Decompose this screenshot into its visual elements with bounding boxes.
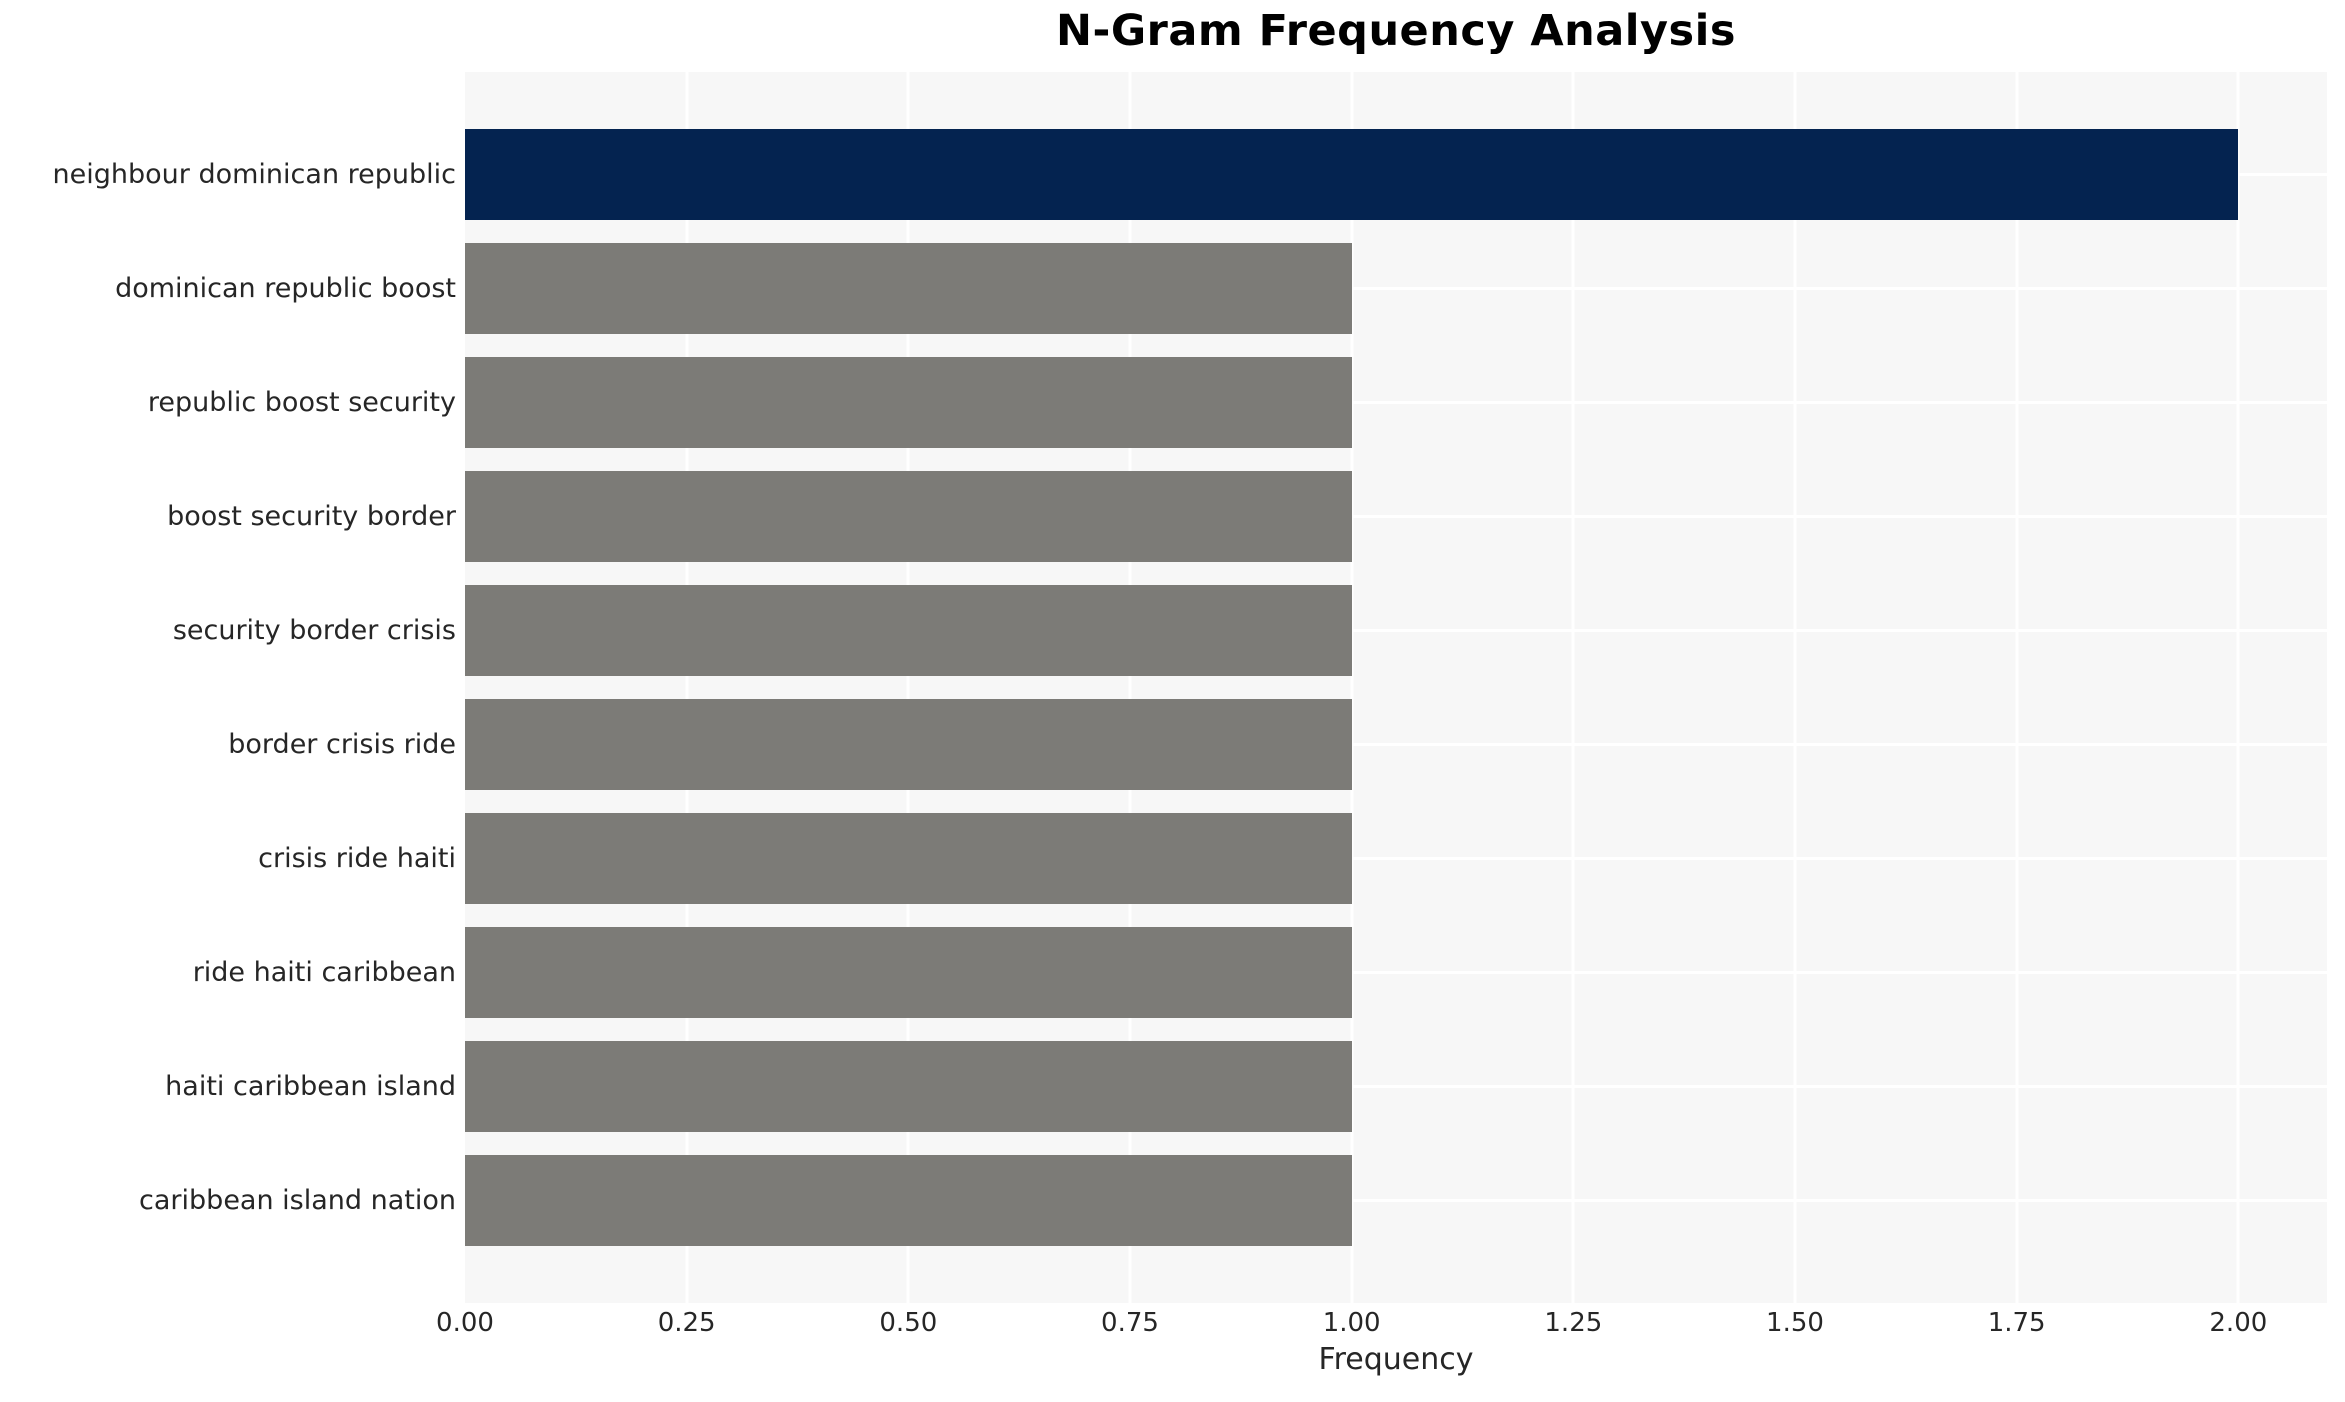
bar-boost-security-border xyxy=(465,471,1352,562)
bar-ride-haiti-caribbean xyxy=(465,927,1352,1018)
x-axis-tick-label: 1.00 xyxy=(1322,1308,1381,1338)
x-axis-tick-label: 0.25 xyxy=(657,1308,716,1338)
bar-haiti-caribbean-island xyxy=(465,1041,1352,1132)
horizontal-gridline xyxy=(465,1085,2327,1088)
x-axis-title: Frequency xyxy=(1318,1342,1474,1377)
horizontal-gridline xyxy=(465,515,2327,518)
y-axis-label: ride haiti caribbean xyxy=(192,957,456,988)
y-axis-label: republic boost security xyxy=(147,387,456,418)
horizontal-gridline xyxy=(465,1199,2327,1202)
bar-crisis-ride-haiti xyxy=(465,813,1352,904)
x-axis-tick-label: 0.50 xyxy=(879,1308,938,1338)
plot-area xyxy=(465,72,2327,1303)
y-axis-label: crisis ride haiti xyxy=(258,843,456,874)
bar-republic-boost-security xyxy=(465,357,1352,448)
y-axis-label: haiti caribbean island xyxy=(165,1071,456,1102)
y-axis-label: neighbour dominican republic xyxy=(52,159,456,190)
bar-security-border-crisis xyxy=(465,585,1352,676)
horizontal-gridline xyxy=(465,401,2327,404)
x-axis-tick-label: 1.25 xyxy=(1544,1308,1603,1338)
y-axis-label: security border crisis xyxy=(172,615,456,646)
x-axis-tick-label: 2.00 xyxy=(2209,1308,2268,1338)
horizontal-gridline xyxy=(465,857,2327,860)
bar-caribbean-island-nation xyxy=(465,1155,1352,1246)
y-axis-label: caribbean island nation xyxy=(139,1185,456,1216)
y-axis-label: boost security border xyxy=(167,501,456,532)
chart-title: N-Gram Frequency Analysis xyxy=(1056,6,1736,56)
vertical-gridline xyxy=(2236,72,2240,1303)
x-axis-tick-label: 0.75 xyxy=(1101,1308,1159,1338)
x-axis-tick-label: 1.50 xyxy=(1766,1308,1824,1338)
horizontal-gridline xyxy=(465,971,2327,974)
horizontal-gridline xyxy=(465,743,2327,746)
y-axis-label: dominican republic boost xyxy=(115,273,456,304)
vertical-gridline xyxy=(1350,72,1354,1303)
y-axis-label: border crisis ride xyxy=(228,729,456,760)
horizontal-gridline xyxy=(465,287,2327,290)
vertical-gridline xyxy=(906,72,910,1303)
bar-dominican-republic-boost xyxy=(465,243,1352,334)
bar-neighbour-dominican-republic xyxy=(465,129,2239,220)
vertical-gridline xyxy=(1571,72,1575,1303)
bar-border-crisis-ride xyxy=(465,699,1352,790)
x-axis-tick-label: 0.00 xyxy=(436,1308,494,1338)
vertical-gridline xyxy=(685,72,689,1303)
vertical-gridline xyxy=(1793,72,1797,1303)
vertical-gridline xyxy=(1128,72,1132,1303)
vertical-gridline xyxy=(2015,72,2019,1303)
horizontal-gridline xyxy=(465,629,2327,632)
x-axis-tick-label: 1.75 xyxy=(1987,1308,2046,1338)
